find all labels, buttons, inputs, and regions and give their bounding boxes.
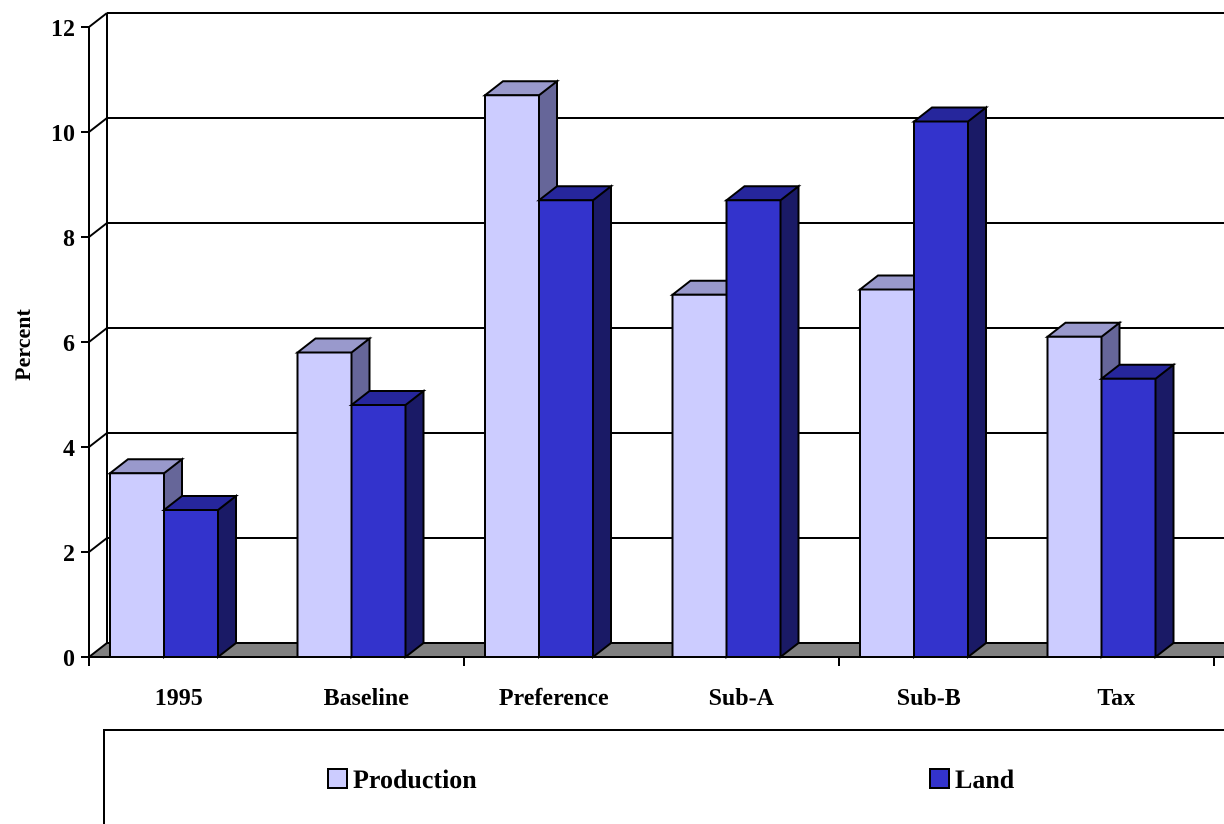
gridline-diag-8 bbox=[88, 222, 108, 238]
bar-side bbox=[592, 184, 612, 660]
x-tick-label-baseline: Baseline bbox=[324, 685, 410, 711]
y-tick-label-2: 2 bbox=[63, 541, 75, 567]
bar-front bbox=[163, 509, 219, 658]
legend-swatch-land bbox=[929, 768, 950, 789]
bar-land-1995 bbox=[161, 493, 239, 660]
bar-side bbox=[967, 105, 987, 660]
y-tick-label-10: 10 bbox=[51, 121, 75, 147]
y-tick-label-0: 0 bbox=[63, 646, 75, 672]
x-tick-label-1995: 1995 bbox=[155, 685, 203, 711]
bar-land-preference bbox=[536, 184, 614, 660]
x-tick-label-tax: Tax bbox=[1097, 685, 1135, 711]
x-tick-label-preference: Preference bbox=[499, 685, 609, 711]
gridline-diag-4 bbox=[88, 432, 108, 448]
bar-front bbox=[1046, 335, 1103, 658]
bar-front bbox=[350, 404, 407, 658]
gridline-diag-6 bbox=[88, 327, 108, 343]
legend-label-production: Production bbox=[353, 765, 477, 794]
bar-front bbox=[725, 199, 782, 658]
bar-front bbox=[671, 293, 728, 658]
bar-front bbox=[296, 351, 353, 658]
bar-front bbox=[859, 288, 915, 658]
bar-front bbox=[484, 94, 540, 658]
legend: Production Land bbox=[103, 729, 1224, 824]
bars bbox=[107, 79, 1177, 660]
bar-front bbox=[109, 472, 165, 658]
bar-land-tax bbox=[1098, 362, 1177, 660]
bar-side bbox=[404, 388, 425, 660]
bar-land-sub-a bbox=[723, 184, 802, 660]
y-axis-title: Percent bbox=[10, 309, 35, 381]
legend-box bbox=[103, 729, 1224, 824]
y-tick-label-12: 12 bbox=[51, 16, 75, 42]
x-tick-label-sub-b: Sub-B bbox=[897, 685, 961, 711]
legend-label-land: Land bbox=[955, 765, 1015, 794]
bar-side bbox=[779, 184, 800, 660]
y-tick-label-6: 6 bbox=[63, 331, 75, 357]
gridline-diag-10 bbox=[88, 117, 108, 133]
bar-side bbox=[1154, 362, 1175, 660]
y-tick-label-8: 8 bbox=[63, 226, 75, 252]
bar-side bbox=[217, 493, 237, 660]
bar-front bbox=[913, 120, 969, 658]
legend-swatch-production bbox=[327, 768, 348, 789]
y-tick-label-4: 4 bbox=[63, 436, 75, 462]
bar-front bbox=[538, 199, 594, 658]
bar-land-baseline bbox=[348, 388, 427, 660]
axes: 0 2 4 6 8 10 12 1995 Baseline Preference Sub-A Sub-… bbox=[51, 16, 1224, 711]
gridline-diag-12 bbox=[88, 12, 108, 28]
bar-land-sub-b bbox=[911, 105, 989, 660]
x-tick-label-sub-a: Sub-A bbox=[709, 685, 775, 711]
gridline-diag-2 bbox=[88, 537, 108, 553]
bar-front bbox=[1100, 377, 1157, 658]
